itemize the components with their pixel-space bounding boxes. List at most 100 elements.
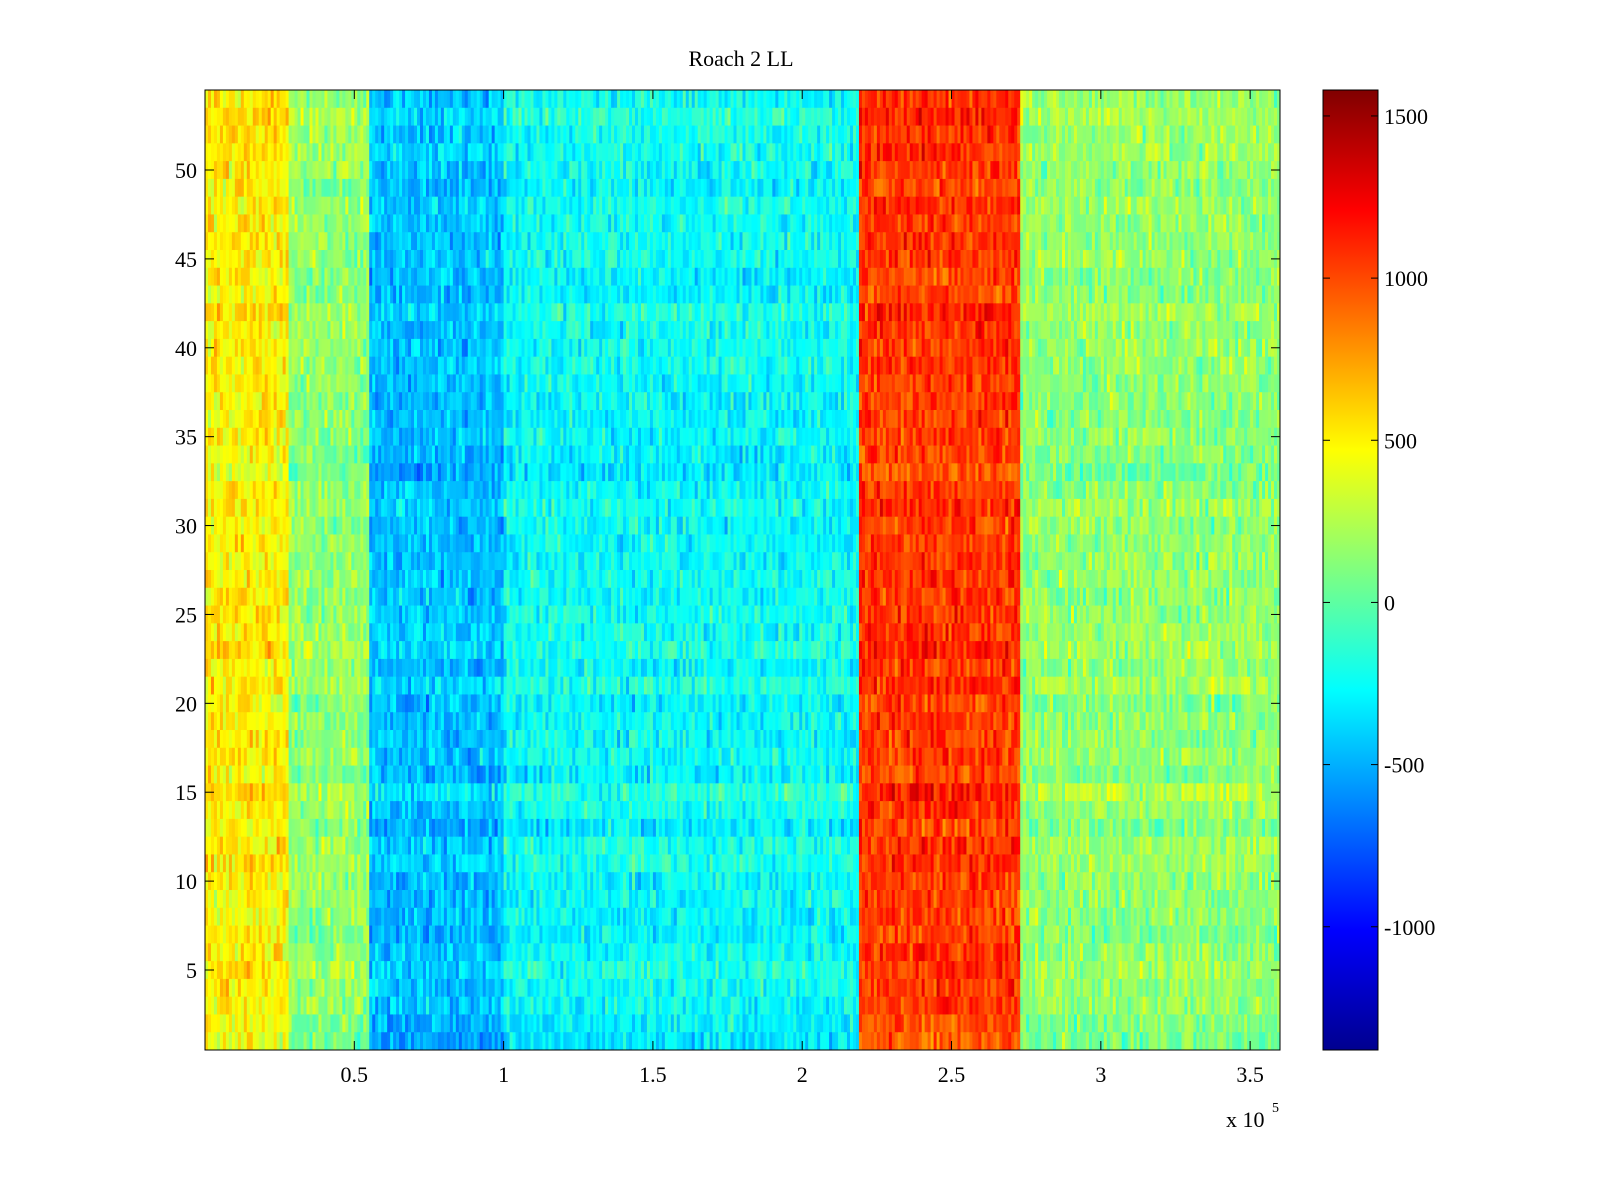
heatmap-cell: [399, 641, 403, 660]
heatmap-cell: [282, 978, 287, 998]
heatmap-cell: [264, 161, 269, 180]
heatmap-cell: [225, 872, 230, 891]
heatmap-cell: [422, 907, 427, 926]
heatmap-cell: [252, 890, 257, 909]
heatmap-cell: [258, 214, 263, 233]
heatmap-cell: [264, 107, 269, 126]
heatmap-cell: [470, 801, 475, 820]
heatmap-cell: [234, 516, 239, 535]
heatmap-cell: [467, 676, 472, 695]
heatmap-cell: [261, 338, 266, 358]
heatmap-cell: [339, 356, 343, 375]
heatmap-cell: [258, 907, 263, 926]
heatmap-cell: [428, 587, 433, 606]
heatmap-cell: [464, 872, 469, 891]
heatmap-cell: [249, 90, 254, 109]
heatmap-cell: [303, 445, 307, 464]
heatmap-cell: [207, 356, 212, 375]
heatmap-cell: [291, 961, 295, 980]
heatmap-cell: [336, 178, 340, 198]
heatmap-cell: [336, 161, 340, 180]
heatmap-cell: [417, 890, 421, 909]
heatmap-cell: [461, 410, 466, 429]
heatmap-cell: [261, 303, 266, 322]
heatmap-cell: [408, 498, 412, 518]
heatmap-cell: [420, 783, 424, 802]
heatmap-cell: [381, 1032, 385, 1051]
heatmap-cell: [306, 694, 310, 713]
heatmap-cell: [249, 996, 254, 1015]
heatmap-cell: [273, 1032, 278, 1051]
heatmap-cell: [228, 623, 233, 642]
heatmap-cell: [258, 267, 263, 286]
heatmap-cell: [294, 978, 298, 998]
heatmap-cell: [222, 498, 227, 518]
heatmap-cell: [461, 801, 466, 820]
heatmap-cell: [363, 783, 367, 802]
heatmap-cell: [219, 712, 224, 731]
heatmap-cell: [440, 338, 445, 358]
heatmap-cell: [354, 232, 358, 251]
heatmap-cell: [273, 90, 278, 109]
heatmap-cell: [408, 303, 412, 322]
heatmap-cell: [425, 516, 430, 535]
heatmap-cell: [428, 427, 433, 446]
heatmap-cell: [473, 232, 478, 251]
heatmap-cell: [452, 694, 457, 713]
heatmap-cell: [333, 143, 337, 162]
heatmap-cell: [285, 587, 290, 606]
heatmap-cell: [234, 498, 239, 518]
heatmap-cell: [393, 534, 397, 553]
heatmap-cell: [216, 267, 221, 286]
heatmap-cell: [315, 481, 319, 500]
heatmap-cell: [288, 232, 292, 251]
heatmap-cell: [443, 356, 448, 375]
heatmap-cell: [345, 463, 349, 482]
heatmap-cell: [437, 196, 442, 215]
heatmap-cell: [446, 961, 451, 980]
heatmap-cell: [231, 392, 236, 411]
heatmap-cell: [231, 90, 236, 109]
heatmap-cell: [243, 161, 248, 180]
heatmap-cell: [461, 338, 466, 358]
heatmap-cell: [387, 516, 391, 535]
heatmap-cell: [381, 498, 385, 518]
heatmap-cell: [327, 232, 331, 251]
heatmap-cell: [449, 232, 454, 251]
heatmap-cell: [431, 570, 436, 589]
heatmap-cell: [348, 516, 352, 535]
heatmap-cell: [315, 232, 319, 251]
heatmap-cell: [282, 765, 287, 784]
heatmap-cell: [240, 427, 245, 446]
heatmap-cell: [291, 285, 295, 304]
heatmap-cell: [390, 836, 394, 855]
heatmap-cell: [291, 570, 295, 589]
heatmap-cell: [399, 392, 403, 411]
heatmap-cell: [255, 481, 260, 500]
heatmap-cell: [470, 641, 475, 660]
heatmap-cell: [300, 445, 304, 464]
heatmap-cell: [207, 125, 212, 144]
heatmap-cell: [300, 374, 304, 393]
heatmap-cell: [342, 747, 346, 766]
heatmap-cell: [279, 90, 284, 109]
heatmap-cell: [372, 516, 376, 535]
heatmap-cell: [399, 356, 403, 375]
heatmap-cell: [306, 427, 310, 446]
heatmap-cell: [327, 161, 331, 180]
heatmap-cell: [231, 285, 236, 304]
heatmap-cell: [300, 676, 304, 695]
heatmap-cell: [315, 107, 319, 126]
heatmap-cell: [425, 90, 430, 109]
heatmap-cell: [464, 605, 469, 624]
heatmap-cell: [461, 1032, 466, 1051]
heatmap-cell: [476, 392, 481, 411]
heatmap-cell: [384, 943, 388, 962]
heatmap-cell: [387, 463, 391, 482]
heatmap-cell: [357, 552, 361, 571]
heatmap-cell: [342, 285, 346, 304]
heatmap-cell: [360, 481, 364, 500]
heatmap-cell: [231, 694, 236, 713]
heatmap-cell: [428, 996, 433, 1015]
heatmap-cell: [342, 445, 346, 464]
